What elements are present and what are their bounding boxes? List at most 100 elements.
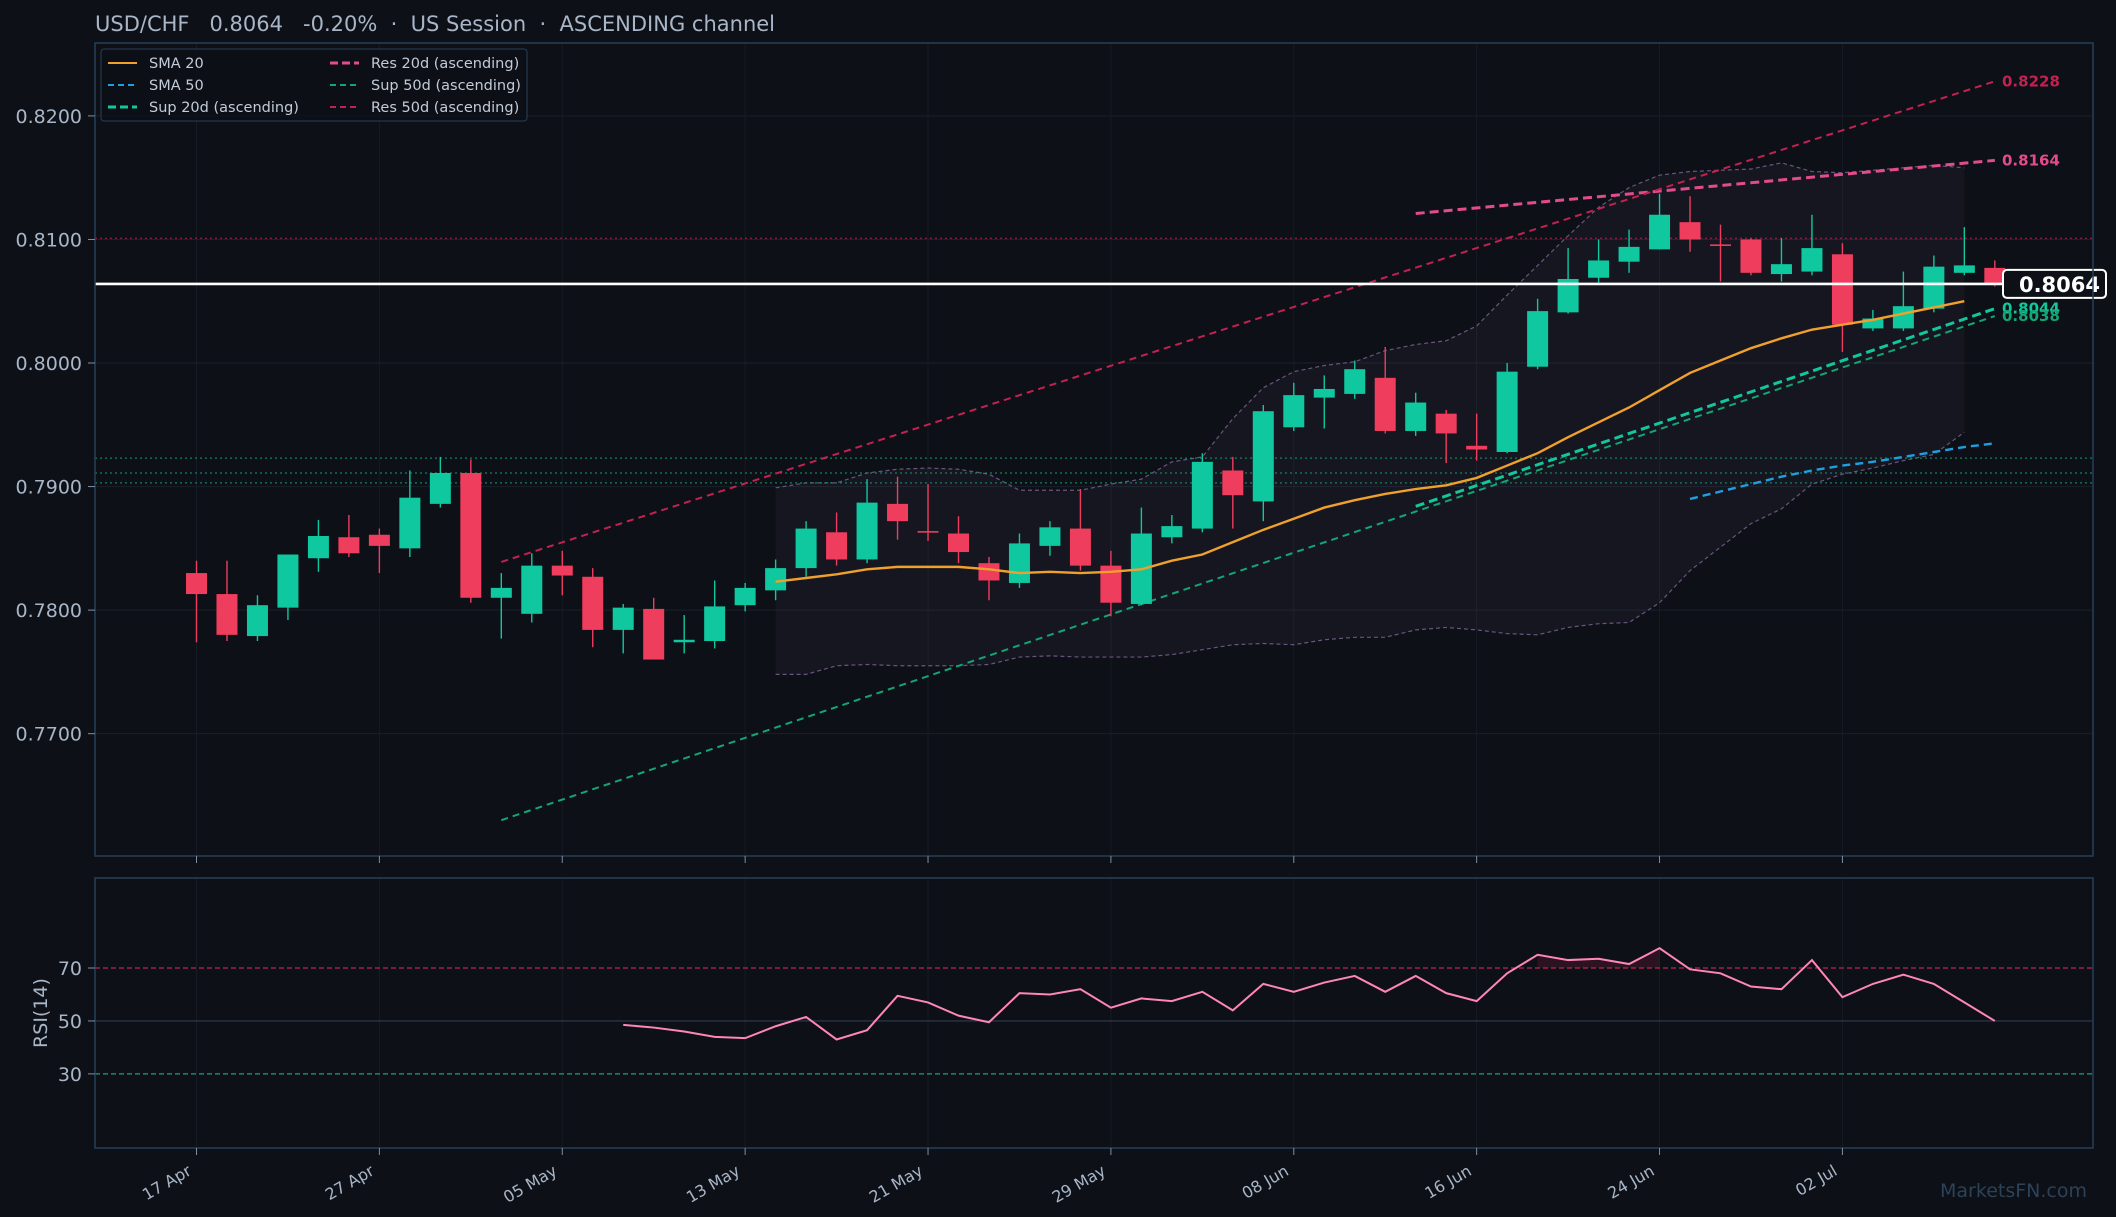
sup50-trendline (500, 315, 1996, 822)
level-label-res50: 0.8228 (2002, 72, 2060, 90)
candle (1252, 405, 1274, 522)
candle (551, 550, 573, 596)
price-panel-frame (94, 42, 2094, 857)
price-y-tick-label: 0.7900 (16, 477, 82, 499)
candle-body (216, 594, 238, 635)
candle-body (1527, 311, 1549, 367)
res50-trendline (500, 80, 1996, 563)
candle-body (490, 587, 512, 598)
candle-body (1191, 461, 1213, 529)
candle-body (826, 532, 848, 560)
candle (765, 559, 787, 601)
candle-body (643, 608, 665, 660)
moving-averages (775, 300, 1995, 583)
candle (1588, 239, 1610, 283)
legend-label-sup50: Sup 50d (ascending) (371, 78, 521, 94)
candle-body (1831, 254, 1853, 325)
candle-body (673, 639, 695, 643)
candle (1770, 238, 1792, 282)
candle (277, 554, 299, 621)
rsi-panel: 30 50 70 RSI(14) (30, 877, 2094, 1149)
candle (1953, 227, 1975, 276)
candle (1984, 260, 2006, 287)
price-y-tick-label: 0.7700 (16, 724, 82, 746)
rsi-y-axis: 30 50 70 (58, 958, 95, 1086)
candle (1649, 193, 1671, 250)
candle-body (795, 528, 817, 569)
candle-body (521, 565, 543, 614)
candle (734, 582, 756, 612)
candle-body (277, 554, 299, 608)
candle-body (1496, 371, 1518, 452)
candle-body (186, 573, 207, 595)
candle-body (1557, 278, 1579, 313)
rsi-y-tick-label: 50 (58, 1011, 82, 1033)
sup20-trendline (1415, 307, 1996, 508)
bollinger-upper (775, 162, 1965, 491)
legend-label-res20: Res 20d (ascending) (371, 56, 519, 72)
candle (704, 580, 726, 649)
candle-body (887, 503, 909, 522)
candle-body (917, 531, 939, 533)
sma20-line (775, 300, 1965, 583)
candle-body (1862, 318, 1884, 329)
price-y-tick-label: 0.7800 (16, 600, 82, 622)
candle (399, 470, 421, 557)
price-y-tick-label: 0.8000 (16, 353, 82, 375)
rsi-panel-frame (94, 877, 2094, 1149)
rsi-y-tick-label: 70 (58, 958, 82, 980)
candle-body (460, 472, 482, 598)
candle (1374, 346, 1396, 434)
price-y-tick-label: 0.8200 (16, 106, 82, 128)
candle (338, 514, 360, 557)
candle-body (246, 605, 268, 637)
legend-label-sup20: Sup 20d (ascending) (149, 100, 299, 116)
candle-body (1984, 267, 2006, 284)
candle (1710, 224, 1731, 282)
candle (490, 573, 512, 639)
candle (1435, 409, 1457, 464)
candle-body (1649, 214, 1671, 250)
legend-label-res50: Res 50d (ascending) (371, 100, 519, 116)
candle (1740, 238, 1762, 276)
price-grid (95, 43, 2093, 856)
candle (795, 521, 817, 577)
candle (368, 528, 390, 574)
candle (582, 568, 604, 648)
candle-body (399, 497, 421, 549)
candle-body (1283, 395, 1305, 428)
candle-body (307, 535, 329, 559)
candle (429, 456, 451, 508)
last-price-line: 0.8064 (95, 268, 2107, 299)
candle-body (1161, 526, 1183, 538)
price-panel: 0.8064 0.7700 0.7800 0.7900 0.8000 0.8100 0.8… (16, 42, 2107, 857)
candle (216, 560, 238, 642)
rsi-y-tick-label: 30 (58, 1064, 82, 1086)
chart-title: USD/CHF 0.8064 -0.20% · US Session · ASC… (95, 12, 775, 36)
rsi-series-line (623, 946, 1996, 1041)
candle (1557, 248, 1579, 314)
candle (1191, 453, 1213, 533)
candle-body (368, 534, 390, 546)
last-price-label: 0.8064 (2019, 273, 2100, 297)
candle (307, 519, 329, 572)
candle (1679, 196, 1701, 252)
candle (1069, 489, 1091, 571)
legend-label-sma20: SMA 20 (149, 56, 204, 72)
rsi-y-axis-label: RSI(14) (30, 978, 52, 1048)
res20-trendline (1415, 158, 1995, 216)
legend-box (100, 48, 528, 122)
rsi-overbought-fill (1537, 948, 1660, 968)
last-price-badge (2002, 268, 2107, 299)
candle (978, 556, 1000, 601)
candle-body (612, 607, 634, 630)
candle-body (856, 502, 878, 560)
candle-body (704, 606, 726, 642)
candle (887, 476, 909, 540)
candle-body (1008, 543, 1030, 583)
level-label-res20: 0.8164 (2002, 151, 2060, 169)
candle (186, 560, 207, 643)
candle-body (551, 565, 573, 576)
